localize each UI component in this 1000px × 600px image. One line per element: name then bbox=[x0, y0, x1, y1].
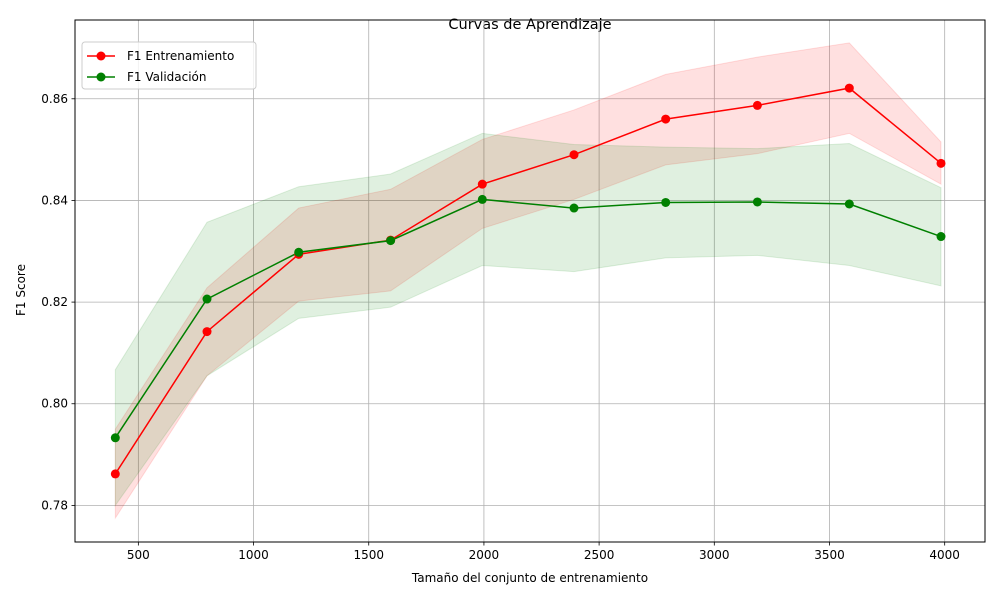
grid bbox=[75, 20, 985, 542]
series-markers bbox=[110, 83, 946, 479]
x-axis-label: Tamaño del conjunto de entrenamiento bbox=[411, 571, 648, 585]
data-point-training bbox=[202, 327, 212, 337]
chart-title: Curvas de Aprendizaje bbox=[448, 17, 611, 33]
data-point-validation bbox=[752, 197, 762, 207]
x-tick-label: 3000 bbox=[699, 548, 730, 562]
legend-marker bbox=[96, 72, 106, 82]
y-axis-label: F1 Score bbox=[14, 264, 28, 316]
legend-label: F1 Entrenamiento bbox=[127, 49, 234, 63]
y-tick-label: 0.82 bbox=[41, 295, 68, 309]
y-tick-label: 0.78 bbox=[41, 498, 68, 512]
data-point-validation bbox=[661, 197, 671, 207]
data-point-training bbox=[477, 179, 487, 189]
confidence-band-training bbox=[114, 42, 942, 520]
y-tick-label: 0.84 bbox=[41, 193, 68, 207]
data-point-training bbox=[844, 83, 854, 93]
plot-area: 500 1000 1500 2000 2500 3000 3500 4000 0.78 0.80… bbox=[41, 19, 986, 562]
data-point-validation bbox=[569, 203, 579, 213]
legend-marker bbox=[96, 51, 106, 61]
x-tick-label: 1000 bbox=[238, 548, 269, 562]
data-point-validation bbox=[386, 236, 396, 246]
confidence-bands bbox=[114, 42, 942, 520]
x-axis-ticks: 500 1000 1500 2000 2500 3000 3500 4000 bbox=[127, 542, 960, 562]
series-lines bbox=[114, 87, 942, 475]
data-point-training bbox=[110, 469, 120, 479]
data-point-validation bbox=[936, 232, 946, 242]
data-point-training bbox=[936, 158, 946, 168]
data-point-validation bbox=[294, 247, 304, 257]
legend-box bbox=[81, 41, 257, 90]
x-tick-label: 1500 bbox=[353, 548, 384, 562]
x-tick-label: 4000 bbox=[929, 548, 960, 562]
legend: F1 Entrenamiento F1 Validación bbox=[81, 41, 257, 90]
data-point-validation bbox=[110, 433, 120, 443]
y-axis-ticks: 0.78 0.80 0.82 0.84 0.86 bbox=[41, 92, 75, 512]
y-tick-label: 0.80 bbox=[41, 397, 68, 411]
x-tick-label: 2500 bbox=[584, 548, 615, 562]
series-line-training bbox=[114, 87, 942, 475]
confidence-band-validation bbox=[114, 132, 942, 507]
data-point-training bbox=[752, 100, 762, 110]
legend-label: F1 Validación bbox=[127, 70, 207, 84]
x-tick-label: 500 bbox=[127, 548, 150, 562]
data-point-training bbox=[569, 150, 579, 160]
series-line-validation bbox=[114, 198, 942, 439]
plot-frame bbox=[74, 19, 986, 543]
y-tick-label: 0.86 bbox=[41, 92, 68, 106]
data-point-validation bbox=[844, 199, 854, 209]
data-point-validation bbox=[202, 294, 212, 304]
data-point-training bbox=[661, 114, 671, 124]
x-tick-label: 2000 bbox=[469, 548, 500, 562]
x-tick-label: 3500 bbox=[814, 548, 845, 562]
data-point-validation bbox=[477, 194, 487, 204]
